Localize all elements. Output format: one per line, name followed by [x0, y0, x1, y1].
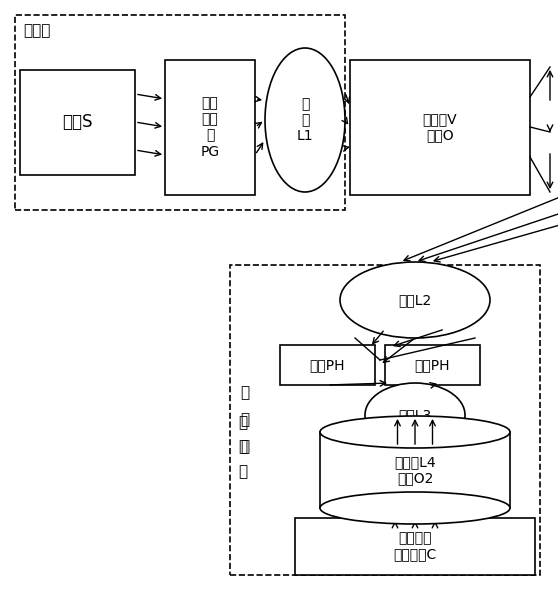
Ellipse shape [320, 416, 510, 448]
Text: 光源S: 光源S [62, 113, 93, 132]
Ellipse shape [320, 492, 510, 524]
Text: 偏振
起偏
器
PG: 偏振 起偏 器 PG [200, 96, 219, 159]
Ellipse shape [265, 48, 345, 192]
Text: 透镜L3: 透镜L3 [398, 408, 432, 422]
Text: 接
收
端: 接 收 端 [238, 415, 247, 479]
Text: 照明端: 照明端 [23, 23, 50, 38]
Bar [295, 518, 535, 575]
Bar [320, 432, 510, 508]
Bar [20, 70, 135, 175]
Bar [230, 265, 540, 575]
Text: 线阵偏阵
探测阵列C: 线阵偏阵 探测阵列C [393, 531, 436, 561]
Bar [280, 345, 375, 385]
Bar [165, 60, 255, 195]
Text: 接
收
端: 接 收 端 [240, 385, 249, 454]
Bar [15, 15, 345, 210]
Text: 针孔PH: 针孔PH [415, 358, 450, 372]
Ellipse shape [365, 383, 465, 447]
Text: 镜面柱L4
焦点O2: 镜面柱L4 焦点O2 [394, 455, 436, 485]
Text: 透镜L2: 透镜L2 [398, 293, 432, 307]
Text: 针孔PH: 针孔PH [310, 358, 345, 372]
Text: 样品池V
焦点O: 样品池V 焦点O [423, 112, 458, 142]
Ellipse shape [340, 262, 490, 338]
Bar [385, 345, 480, 385]
Bar [350, 60, 530, 195]
Text: 透
镜
L1: 透 镜 L1 [297, 97, 313, 143]
